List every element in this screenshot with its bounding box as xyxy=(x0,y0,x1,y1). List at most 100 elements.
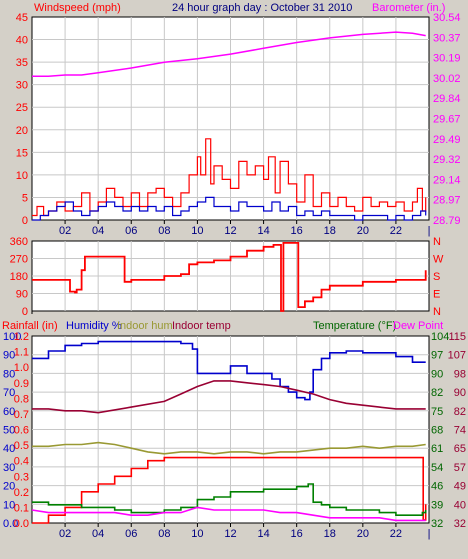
series-rainfall xyxy=(32,456,427,524)
rain-tick-label: 0.7 xyxy=(14,409,29,421)
barometer-tick-label: 29.32 xyxy=(433,154,461,166)
indoor-temp-tick-label: 74 xyxy=(454,425,466,437)
barometer-tick-label: 29.49 xyxy=(433,134,461,146)
indoor-temp-tick-label: 98 xyxy=(454,368,466,380)
panel3-x-tick-label: 02 xyxy=(59,528,71,540)
rain-tick-label: 1.2 xyxy=(14,331,29,343)
indoor-temp-axis-label: Indoor temp xyxy=(172,320,231,332)
series-barometer xyxy=(32,31,426,77)
windspeed-tick-label: 25 xyxy=(16,102,28,114)
humidity-tick-label: 0.0 xyxy=(3,518,18,530)
rain-tick-label: 0.9 xyxy=(14,378,29,390)
rain-tick-label: 0.1 xyxy=(14,502,29,514)
panel1-x-tick-label: 12 xyxy=(224,225,236,237)
rain-tick-label: 0.5 xyxy=(14,440,29,452)
temperature-tick-label: 54 xyxy=(431,462,443,474)
panel3-x-tick-label: | xyxy=(428,528,431,540)
humidity-tick-label: 100 xyxy=(3,331,21,343)
series-wind-direction xyxy=(32,242,427,312)
panel3-x-tick-label: 16 xyxy=(291,528,303,540)
humidity-tick-label: 90 xyxy=(3,350,15,362)
indoor-temp-tick-label: 115 xyxy=(448,331,466,343)
series-indoor-hum xyxy=(32,441,426,455)
rain-tick-label: 0.3 xyxy=(14,471,29,483)
barometer-tick-label: 29.14 xyxy=(433,174,461,186)
series-temperature xyxy=(32,483,427,516)
panel3-x-tick-label: 14 xyxy=(257,528,269,540)
temperature-tick-label: 46 xyxy=(431,481,443,493)
humidity-tick-label: 60 xyxy=(3,406,15,418)
panel1-x-tick-label: 18 xyxy=(324,225,336,237)
windspeed-axis-label: Windspeed (mph) xyxy=(34,2,121,14)
compass-tick-label: E xyxy=(433,289,440,301)
barometer-tick-label: 30.54 xyxy=(433,12,461,24)
dewpoint-axis-label: Dew Point xyxy=(393,320,443,332)
panel1-x-tick-label: 04 xyxy=(92,225,104,237)
panel3-x-tick-label: 18 xyxy=(324,528,336,540)
compass-tick-label: N xyxy=(433,236,441,248)
panel1-x-tick-label: | xyxy=(428,225,431,237)
panel3-x-tick-label: 10 xyxy=(191,528,203,540)
rain-tick-label: 1.1 xyxy=(14,347,29,359)
rain-tick-label: 0.0 xyxy=(14,518,29,530)
series-windspeed xyxy=(32,196,427,221)
series-dew-point xyxy=(31,506,426,522)
direction-tick-label: 360 xyxy=(10,236,28,248)
series-indoor-temp xyxy=(32,380,426,414)
temperature-axis-label: Temperature (°F) xyxy=(313,320,396,332)
humidity-tick-label: 20 xyxy=(3,481,15,493)
indoor-temp-tick-label: 49 xyxy=(454,481,466,493)
windspeed-tick-label: 30 xyxy=(16,80,28,92)
rain-tick-label: 0.2 xyxy=(14,487,29,499)
indoor-temp-tick-label: 90 xyxy=(454,387,466,399)
panel3-x-tick-label: 04 xyxy=(92,528,104,540)
chart-title: 24 hour graph day : October 31 2010 xyxy=(172,2,352,14)
panel1-x-tick-label: 14 xyxy=(257,225,269,237)
rainfall-axis-label: Rainfall (in) xyxy=(2,320,58,332)
windspeed-tick-label: 15 xyxy=(16,147,28,159)
direction-tick-label: 270 xyxy=(10,254,28,266)
windspeed-tick-label: 45 xyxy=(16,12,28,24)
windspeed-tick-label: 20 xyxy=(16,125,28,137)
panel3-x-tick-label: 08 xyxy=(158,528,170,540)
series-humidity xyxy=(32,340,426,401)
panel1-x-tick-label: 02 xyxy=(59,225,71,237)
humidity-tick-label: 70 xyxy=(3,387,15,399)
temperature-tick-label: 75 xyxy=(431,406,443,418)
direction-tick-label: 90 xyxy=(16,289,28,301)
windspeed-tick-label: 0 xyxy=(22,215,28,227)
indoor-temp-tick-label: 57 xyxy=(454,462,466,474)
panel1-x-tick-label: 08 xyxy=(158,225,170,237)
barometer-tick-label: 30.37 xyxy=(433,32,461,44)
rain-tick-label: 0.8 xyxy=(14,393,29,405)
humidity-tick-label: 50 xyxy=(3,425,15,437)
windspeed-tick-label: 10 xyxy=(16,170,28,182)
series-wind-gust xyxy=(32,138,427,217)
temperature-tick-label: 97 xyxy=(431,350,443,362)
indoor-hum-axis-label: Indoor hum xyxy=(117,320,173,332)
indoor-temp-tick-label: 40 xyxy=(454,499,466,511)
panel3-x-tick-label: 06 xyxy=(125,528,137,540)
temperature-tick-label: 61 xyxy=(431,443,443,455)
compass-tick-label: S xyxy=(433,271,440,283)
barometer-tick-label: 28.97 xyxy=(433,195,461,207)
windspeed-tick-label: 35 xyxy=(16,57,28,69)
barometer-tick-label: 29.84 xyxy=(433,93,461,105)
indoor-temp-tick-label: 107 xyxy=(448,350,466,362)
barometer-tick-label: 30.19 xyxy=(433,53,461,65)
windspeed-tick-label: 40 xyxy=(16,35,28,47)
panel1-x-tick-label: 06 xyxy=(125,225,137,237)
barometer-tick-label: 30.02 xyxy=(433,73,461,85)
temperature-tick-label: 104 xyxy=(431,331,449,343)
rain-tick-label: 1.0 xyxy=(14,362,29,374)
indoor-temp-tick-label: 32 xyxy=(454,518,466,530)
temperature-tick-label: 82 xyxy=(431,387,443,399)
panel1-x-tick-label: 22 xyxy=(390,225,402,237)
panel1-x-tick-label: 20 xyxy=(357,225,369,237)
indoor-temp-tick-label: 65 xyxy=(454,443,466,455)
humidity-tick-label: 10 xyxy=(3,499,15,511)
temperature-tick-label: 32 xyxy=(431,518,443,530)
rain-tick-label: 0.6 xyxy=(14,425,29,437)
direction-tick-label: 0 xyxy=(22,306,28,318)
